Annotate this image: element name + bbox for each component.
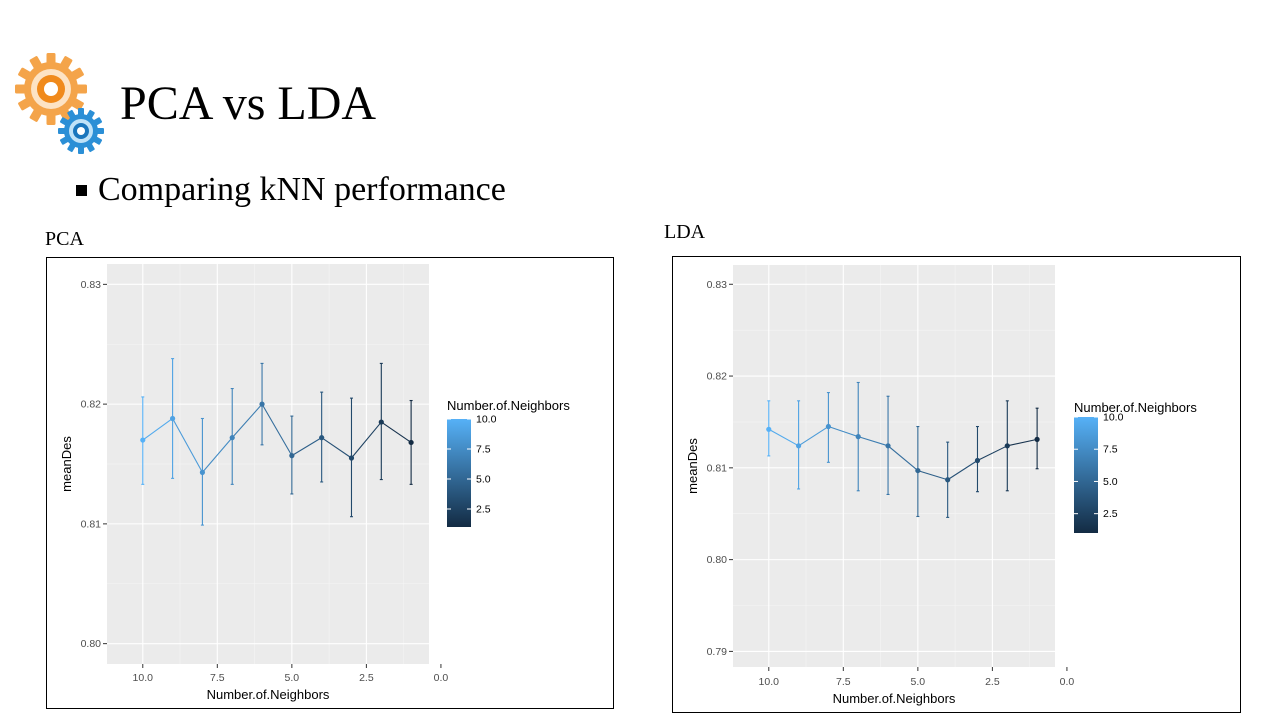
x-tick-label: 7.5 bbox=[210, 672, 225, 684]
lda-chart-panel: 0.79 0.80 0.81 0.82 0.83 10.0 7.5 5.0 2.5 0.0 Numb… bbox=[672, 256, 1241, 713]
x-tick-label: 5.0 bbox=[911, 676, 926, 688]
legend-colorbar bbox=[447, 419, 471, 527]
legend-label: 5.0 bbox=[1103, 476, 1118, 488]
data-point bbox=[945, 477, 951, 483]
lda-panel-label: LDA bbox=[664, 221, 706, 243]
data-point bbox=[1034, 436, 1040, 442]
series-line-segment bbox=[947, 460, 978, 481]
x-axis-title: Number.of.Neighbors bbox=[207, 687, 330, 702]
data-point bbox=[974, 457, 981, 464]
data-point bbox=[199, 469, 206, 475]
data-point bbox=[408, 439, 414, 446]
bullet-text: Comparing kNN performance bbox=[98, 171, 506, 208]
series-line-segment bbox=[261, 403, 293, 456]
data-point bbox=[169, 415, 176, 422]
pca-chart: 0.80 0.81 0.82 0.83 10.0 7.5 5.0 2.5 0.0 Number.o… bbox=[59, 264, 570, 702]
legend-label: 10.0 bbox=[1103, 412, 1124, 424]
y-tick-label: 0.82 bbox=[707, 371, 728, 383]
data-point bbox=[885, 443, 891, 449]
pca-chart-panel: 0.80 0.81 0.82 0.83 10.0 7.5 5.0 2.5 0.0 Number.o… bbox=[46, 257, 614, 709]
gears-logo-icon bbox=[15, 53, 104, 154]
series-line-segment bbox=[858, 436, 889, 447]
bullet-item: Comparing kNN performance bbox=[76, 168, 506, 212]
series-line-segment bbox=[321, 437, 352, 459]
y-tick-label: 0.82 bbox=[81, 399, 102, 411]
legend-title: Number.of.Neighbors bbox=[447, 398, 570, 413]
data-point bbox=[1004, 443, 1010, 449]
series-line-segment bbox=[887, 445, 919, 472]
series-line-segment bbox=[380, 421, 412, 443]
series-line-segment bbox=[828, 426, 859, 438]
x-tick-label: 2.5 bbox=[985, 676, 1000, 688]
x-tick-label: 0.0 bbox=[1060, 676, 1075, 688]
series-line-segment bbox=[1007, 438, 1038, 447]
series-line-segment bbox=[291, 437, 322, 457]
legend-colorbar bbox=[1074, 417, 1098, 533]
data-point bbox=[766, 426, 772, 432]
legend-label: 7.5 bbox=[1103, 444, 1118, 456]
legend-title: Number.of.Neighbors bbox=[1074, 400, 1197, 415]
legend-label: 10.0 bbox=[476, 414, 497, 426]
y-tick-label: 0.83 bbox=[81, 279, 102, 291]
y-tick-label: 0.83 bbox=[707, 279, 728, 291]
x-tick-label: 0.0 bbox=[434, 672, 449, 684]
legend-label: 2.5 bbox=[476, 504, 491, 516]
legend-label: 2.5 bbox=[1103, 508, 1118, 520]
series-line-segment bbox=[231, 403, 263, 439]
y-tick-label: 0.79 bbox=[707, 646, 728, 658]
series-line-segment bbox=[768, 428, 799, 447]
series-line-segment bbox=[977, 445, 1008, 461]
series-line-segment bbox=[917, 470, 948, 481]
series-line-segment bbox=[201, 437, 233, 473]
x-tick-label: 10.0 bbox=[133, 672, 154, 684]
data-point bbox=[289, 453, 295, 459]
y-tick-label: 0.80 bbox=[81, 638, 102, 650]
data-point bbox=[348, 455, 355, 461]
plot-background bbox=[733, 265, 1055, 667]
legend-label: 7.5 bbox=[476, 444, 491, 456]
data-point bbox=[795, 443, 802, 449]
data-point bbox=[378, 419, 384, 425]
y-tick-label: 0.80 bbox=[707, 554, 728, 566]
bullet-square-icon bbox=[76, 184, 87, 196]
data-point bbox=[319, 435, 325, 441]
x-tick-label: 10.0 bbox=[759, 676, 780, 688]
x-tick-label: 2.5 bbox=[359, 672, 374, 684]
data-point bbox=[855, 434, 861, 440]
series-line-segment bbox=[351, 421, 382, 459]
y-axis-title: meanDes bbox=[685, 438, 700, 494]
series-line-segment bbox=[142, 418, 173, 441]
lda-chart: 0.79 0.80 0.81 0.82 0.83 10.0 7.5 5.0 2.5 0.0 Numb… bbox=[685, 265, 1197, 706]
x-tick-label: 7.5 bbox=[836, 676, 851, 688]
data-point bbox=[229, 435, 235, 441]
small-gear-icon bbox=[58, 108, 104, 154]
large-gear-icon bbox=[15, 53, 87, 125]
data-point bbox=[140, 437, 146, 443]
x-axis-title: Number.of.Neighbors bbox=[833, 691, 956, 706]
y-axis-title: meanDes bbox=[59, 436, 74, 492]
pca-panel-label: PCA bbox=[45, 228, 84, 250]
series-line-segment bbox=[172, 418, 203, 473]
y-tick-label: 0.81 bbox=[707, 462, 728, 474]
series-line-segment bbox=[798, 426, 829, 447]
slide-title: PCA vs LDA bbox=[120, 77, 377, 130]
legend-label: 5.0 bbox=[476, 474, 491, 486]
y-tick-label: 0.81 bbox=[81, 518, 102, 530]
data-point bbox=[825, 423, 832, 430]
data-point bbox=[259, 401, 265, 407]
x-tick-label: 5.0 bbox=[285, 672, 300, 684]
data-point bbox=[915, 467, 921, 474]
